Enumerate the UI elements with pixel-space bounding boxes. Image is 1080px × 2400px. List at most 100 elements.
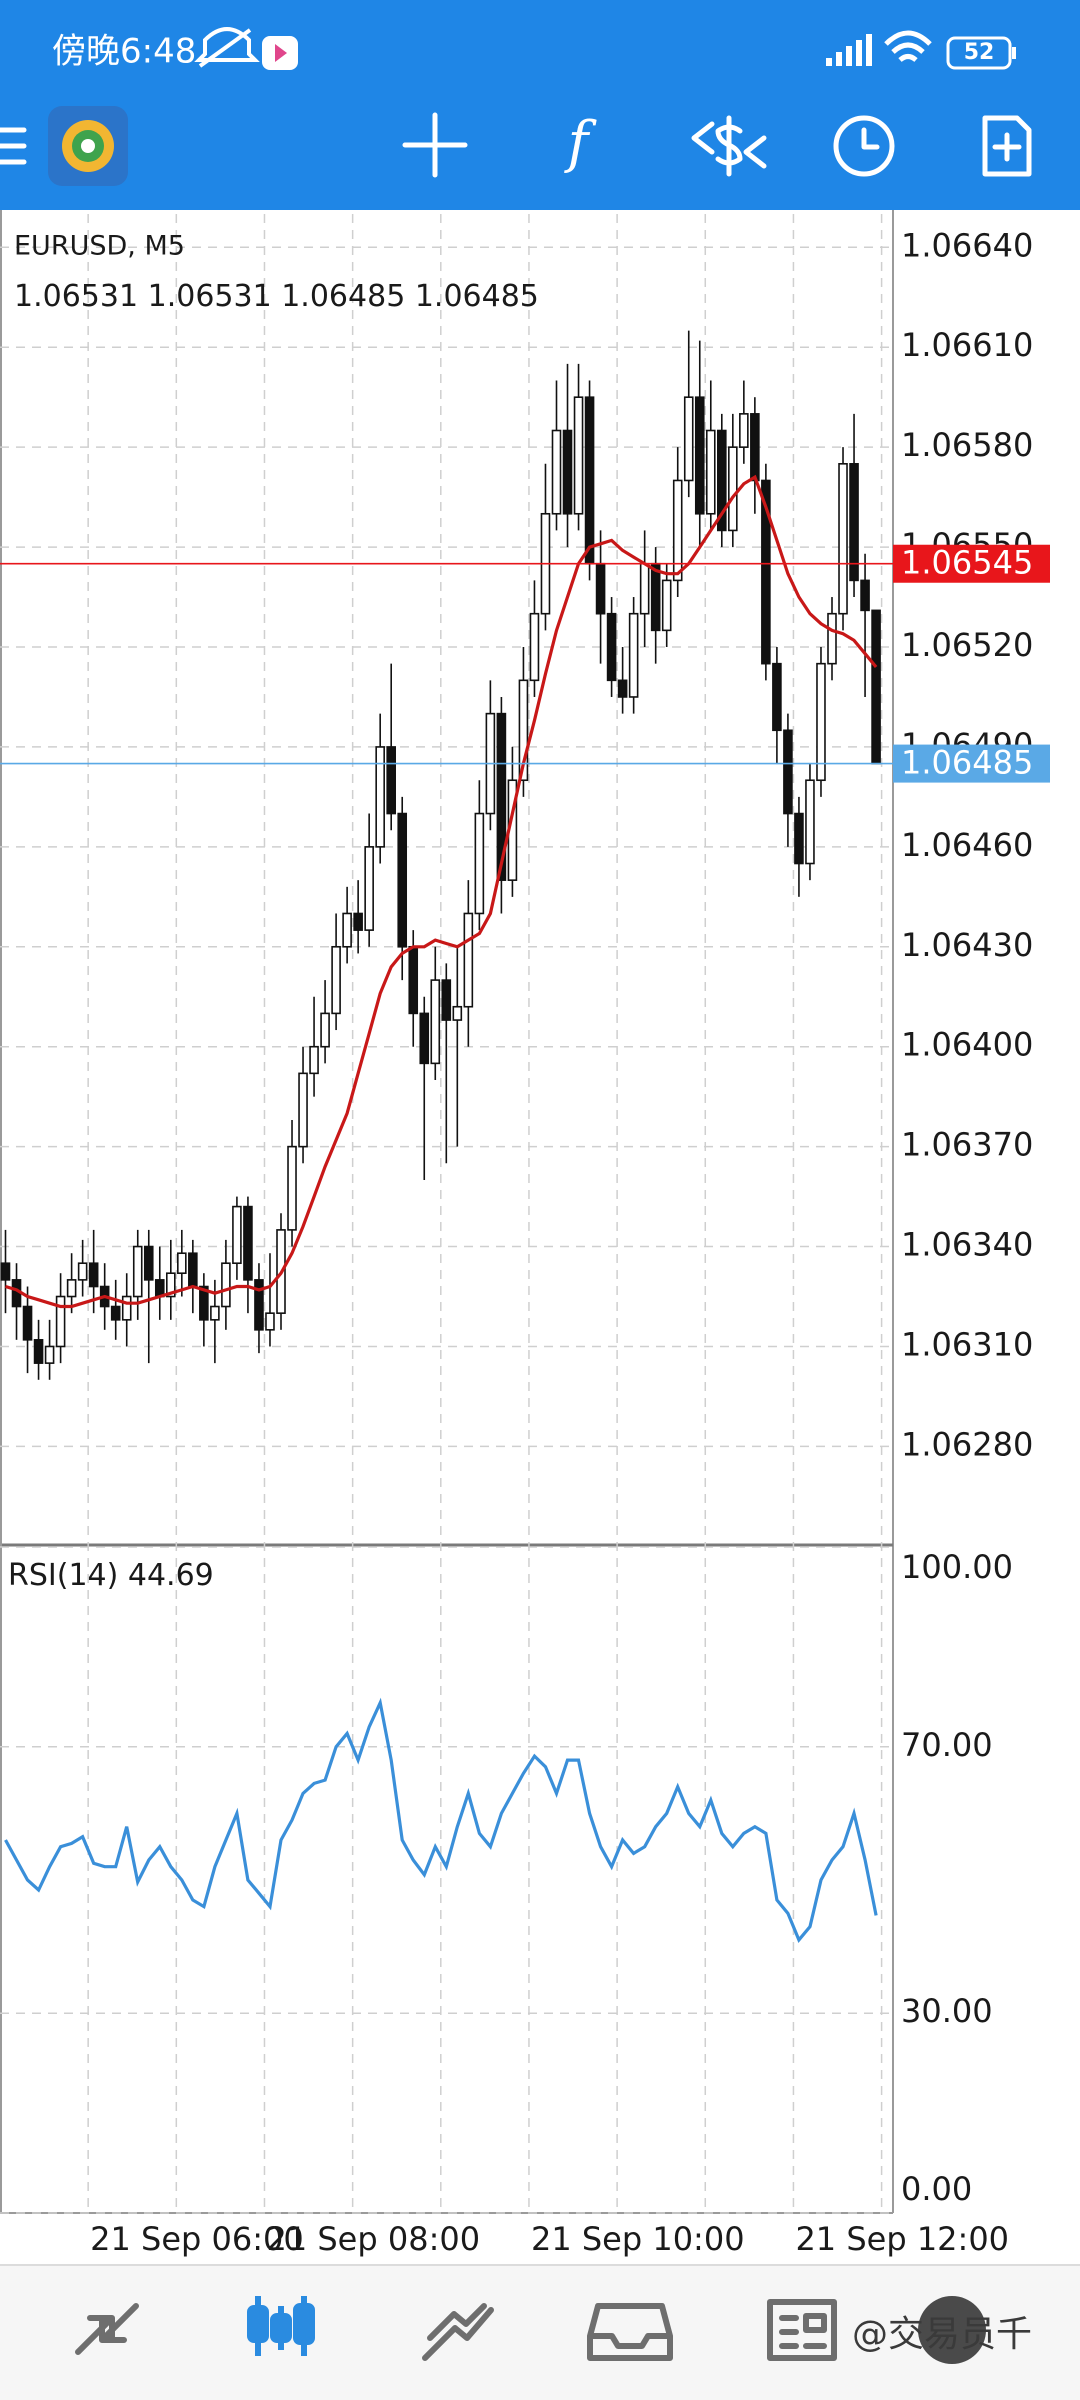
candle-body [364, 846, 374, 931]
candle-body [772, 662, 782, 732]
candle-body [397, 812, 408, 948]
candle-body [683, 396, 694, 482]
candle-body [617, 679, 628, 698]
candle-body [452, 1005, 463, 1021]
y-tick-label: 1.06610 [901, 326, 1033, 364]
candle-body [441, 979, 452, 1021]
candle-body [705, 429, 716, 515]
x-tick-label: 21 Sep 06:00 [90, 2220, 304, 2258]
y-tick-label: 1.06280 [901, 1425, 1033, 1463]
indicator-name: RSI(14) [8, 1558, 118, 1593]
candle-body [353, 912, 363, 931]
candle-body [827, 612, 837, 665]
candle-body [331, 945, 341, 1015]
candle-body [783, 729, 793, 815]
y-tick-label: 1.06520 [901, 626, 1033, 664]
candle-body [849, 463, 859, 582]
high-value: 1.06531 [148, 279, 272, 314]
candle-body [419, 1012, 430, 1065]
candle-body [562, 429, 573, 515]
candle-body [66, 1279, 77, 1298]
candle-body [860, 579, 870, 612]
candle-body [816, 662, 826, 782]
trade-button[interactable] [691, 115, 767, 177]
y-tick-label: 1.06340 [901, 1226, 1033, 1264]
y-tick-label: 100.00 [901, 1548, 1013, 1586]
candle-body [518, 679, 529, 782]
candle-body [805, 779, 815, 865]
candle-body [672, 479, 683, 582]
candle-body [309, 1045, 319, 1075]
price-tag [893, 544, 1050, 583]
candle-body [44, 1345, 55, 1364]
candle-body [0, 1262, 11, 1281]
x-tick-label: 21 Sep 12:00 [795, 2220, 1009, 2258]
candle-body [639, 562, 650, 615]
candle-body [265, 1312, 275, 1331]
candle-body [595, 562, 606, 615]
candle-body [606, 612, 617, 682]
candle-body [529, 612, 540, 682]
news-tab[interactable] [767, 2299, 837, 2361]
candle-body [430, 979, 441, 1065]
crosshair-button[interactable] [402, 112, 468, 178]
candle-body [77, 1262, 88, 1281]
moving-average [5, 474, 878, 1309]
candle-body [342, 912, 352, 948]
x-tick-label: 21 Sep 08:00 [266, 2220, 480, 2258]
price-tag-label: 1.06485 [901, 744, 1033, 782]
indicator-label: RSI(14) 44.69 [8, 1558, 214, 1593]
candle-body [375, 746, 385, 848]
y-tick-label: 1.06310 [901, 1325, 1033, 1363]
candle-body [694, 396, 705, 515]
y-tick-label: 1.06370 [901, 1126, 1033, 1164]
candle-body [728, 446, 738, 532]
trade-tab[interactable] [422, 2303, 494, 2361]
candle-body [121, 1295, 132, 1321]
candle-body [386, 746, 397, 815]
y-tick-label: 1.06400 [901, 1026, 1033, 1064]
candle-body [55, 1295, 66, 1348]
y-tick-label: 1.06640 [901, 226, 1033, 264]
candle-body [628, 612, 639, 698]
candle-body [33, 1339, 44, 1364]
watermark: @交易员千 [852, 2314, 1032, 2355]
candle-body [287, 1145, 297, 1231]
close-value: 1.06485 [415, 279, 539, 314]
candle-body [132, 1245, 143, 1298]
y-tick-label: 1.06460 [901, 826, 1033, 864]
y-tick-label: 70.00 [901, 1726, 993, 1764]
candle-body [716, 429, 727, 532]
candle-body [199, 1285, 209, 1321]
timeframe-button[interactable] [833, 115, 895, 177]
chart-tab[interactable] [247, 2296, 315, 2356]
menu-button[interactable] [0, 127, 27, 165]
candle-body [210, 1305, 220, 1321]
candle-body [88, 1262, 99, 1288]
y-tick-label: 1.06430 [901, 926, 1033, 964]
candle-body [232, 1205, 242, 1265]
toolbar: f [0, 106, 1032, 186]
candle-body [750, 413, 760, 482]
x-tick-label: 21 Sep 10:00 [531, 2220, 745, 2258]
candle-body [551, 429, 562, 515]
candle-body [573, 396, 584, 515]
candle-body [320, 1012, 330, 1048]
new-order-button[interactable] [982, 115, 1032, 177]
candle-body [254, 1279, 264, 1331]
candle-body [871, 609, 881, 765]
quotes-tab[interactable] [75, 2303, 139, 2355]
candle-body [661, 579, 672, 632]
candle-body [243, 1205, 253, 1281]
candle-body [474, 812, 485, 915]
y-tick-label: 1.06580 [901, 426, 1033, 464]
status-time: 傍晚6:48 [52, 32, 196, 72]
candle-body [739, 413, 749, 448]
battery-level: 52 [964, 40, 995, 65]
candle-body [143, 1245, 154, 1281]
candle-body [761, 479, 771, 665]
rsi-line [4, 1697, 878, 1943]
history-tab[interactable] [587, 2303, 673, 2361]
